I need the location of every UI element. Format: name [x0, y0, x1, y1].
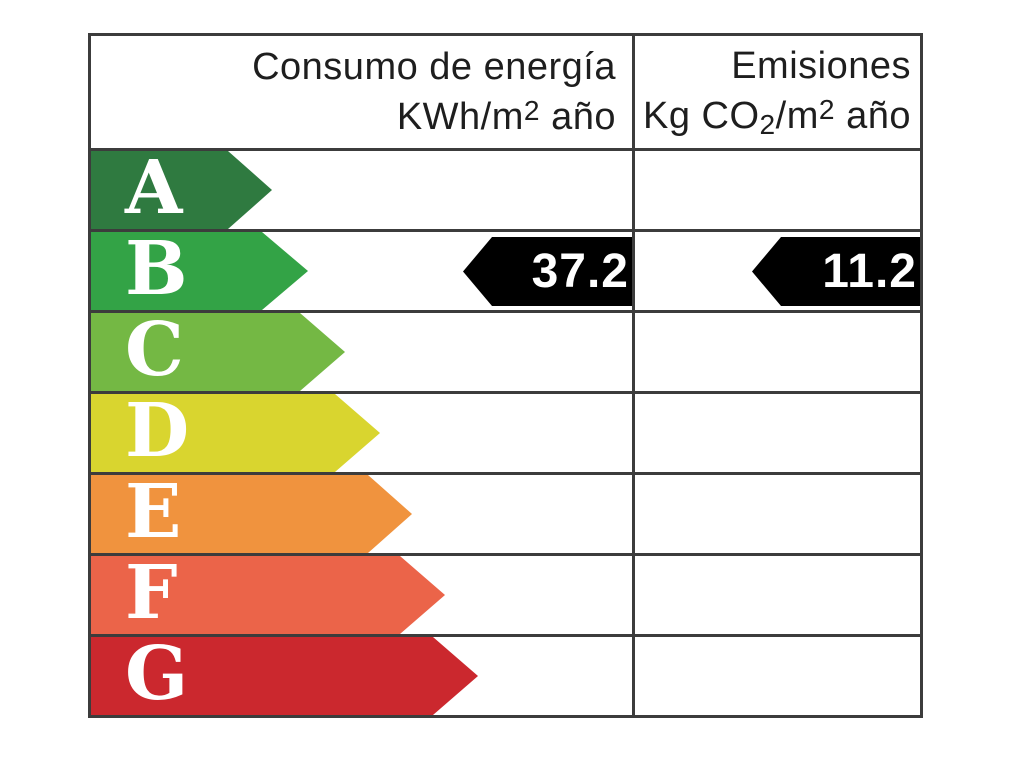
emissions-value-arrow: 11.2: [752, 237, 920, 306]
rating-letter-b: B: [125, 226, 188, 312]
rating-arrow-e: E: [91, 475, 412, 553]
consumption-value: 37.2: [531, 245, 629, 298]
consumption-header-line2: KWh/m2 año: [396, 95, 616, 138]
consumption-column-header: Consumo de energía KWh/m2 año: [91, 36, 632, 148]
rating-row-a: A: [91, 148, 920, 229]
rating-row-d: D: [91, 391, 920, 472]
rating-letter-a: A: [125, 145, 183, 231]
emissions-value: 11.2: [822, 245, 917, 298]
rating-row-c: C: [91, 310, 920, 391]
rating-row-g: G: [91, 634, 920, 715]
rating-row-f: F: [91, 553, 920, 634]
emissions-column-header: Emisiones Kg CO2/m2 año: [632, 36, 920, 148]
consumption-header-line1: Consumo de energía: [252, 45, 616, 88]
rating-letter-c: C: [125, 307, 184, 393]
rating-arrow-d: D: [91, 394, 380, 472]
rating-arrow-a: A: [91, 151, 272, 229]
rating-letter-g: G: [125, 631, 189, 717]
rating-row-e: E: [91, 472, 920, 553]
column-divider: [632, 36, 635, 715]
rating-row-b: B 37.2 11.2: [91, 229, 920, 310]
rating-letter-e: E: [125, 469, 182, 555]
emissions-header-line1: Emisiones: [731, 44, 911, 87]
rating-letter-d: D: [125, 388, 190, 474]
table-header: Consumo de energía KWh/m2 año Emisiones …: [91, 36, 920, 148]
consumption-value-arrow: 37.2: [463, 237, 632, 306]
rating-arrow-b: B: [91, 232, 308, 310]
rating-letter-f: F: [125, 550, 178, 636]
rating-arrow-c: C: [91, 313, 345, 391]
rating-arrow-g: G: [91, 637, 478, 715]
energy-rating-table: Consumo de energía KWh/m2 año Emisiones …: [88, 33, 923, 718]
emissions-header-line2: Kg CO2/m2 año: [642, 94, 911, 141]
rating-arrow-f: F: [91, 556, 445, 634]
